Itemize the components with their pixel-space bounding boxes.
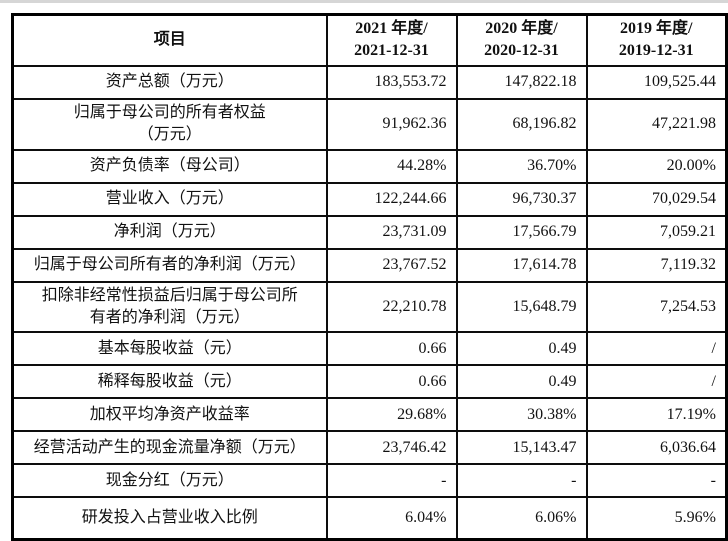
value-cell: 23,767.52 <box>325 247 458 283</box>
value-cell: 30.38% <box>455 397 588 433</box>
financial-summary-table: 项目 2021 年度/ 2021-12-31 2020 年度/ 2020-12-… <box>11 13 728 541</box>
value-cell: 22,210.78 <box>325 280 458 334</box>
row-label-cell: 加权平均净资产收益率 <box>11 397 328 433</box>
table-row: 研发投入占营业收入比例 6.04% 6.06% 5.96% <box>11 496 728 541</box>
value-cell: 5.96% <box>585 496 728 541</box>
value-cell: 23,746.42 <box>325 430 458 466</box>
header-row: 项目 2021 年度/ 2021-12-31 2020 年度/ 2020-12-… <box>11 13 728 67</box>
value-cell: 15,648.79 <box>455 280 588 334</box>
table-row: 稀释每股收益（元） 0.66 0.49 / <box>11 364 728 400</box>
table-row: 现金分红（万元） - - - <box>11 463 728 499</box>
value-cell: 0.66 <box>325 331 458 367</box>
value-cell: 20.00% <box>585 148 728 184</box>
value-cell: 44.28% <box>325 148 458 184</box>
value-cell: 6.06% <box>455 496 588 541</box>
table-row: 资产总额（万元） 183,553.72 147,822.18 109,525.4… <box>11 64 728 100</box>
row-label-cell: 营业收入（万元） <box>11 181 328 217</box>
table-row: 基本每股收益（元） 0.66 0.49 / <box>11 331 728 367</box>
header-period-2019: 2019 年度/ 2019-12-31 <box>585 13 728 67</box>
row-label-cell: 基本每股收益（元） <box>11 331 328 367</box>
value-cell: 7,254.53 <box>585 280 728 334</box>
value-cell: 7,059.21 <box>585 214 728 250</box>
table-row: 加权平均净资产收益率 29.68% 30.38% 17.19% <box>11 397 728 433</box>
row-label-cell: 资产总额（万元） <box>11 64 328 100</box>
value-cell: - <box>455 463 588 499</box>
value-cell: 96,730.37 <box>455 181 588 217</box>
value-cell: 7,119.32 <box>585 247 728 283</box>
row-label-cell: 归属于母公司的所有者权益 （万元） <box>11 97 328 151</box>
value-cell: - <box>585 463 728 499</box>
row-label-cell: 经营活动产生的现金流量净额（万元） <box>11 430 328 466</box>
value-cell: 6.04% <box>325 496 458 541</box>
row-label-cell: 净利润（万元） <box>11 214 328 250</box>
value-cell: 91,962.36 <box>325 97 458 151</box>
value-cell: 0.66 <box>325 364 458 400</box>
table-row: 净利润（万元） 23,731.09 17,566.79 7,059.21 <box>11 214 728 250</box>
value-cell: 15,143.47 <box>455 430 588 466</box>
value-cell: - <box>325 463 458 499</box>
value-cell: 36.70% <box>455 148 588 184</box>
value-cell: 17,614.78 <box>455 247 588 283</box>
page-top-edge <box>0 0 728 3</box>
row-label-cell: 研发投入占营业收入比例 <box>11 496 328 541</box>
value-cell: 109,525.44 <box>585 64 728 100</box>
table-row: 营业收入（万元） 122,244.66 96,730.37 70,029.54 <box>11 181 728 217</box>
value-cell: 70,029.54 <box>585 181 728 217</box>
row-label-cell: 稀释每股收益（元） <box>11 364 328 400</box>
value-cell: 29.68% <box>325 397 458 433</box>
table-header: 项目 2021 年度/ 2021-12-31 2020 年度/ 2020-12-… <box>11 13 728 67</box>
row-label-cell: 归属于母公司所有者的净利润（万元） <box>11 247 328 283</box>
value-cell: / <box>585 364 728 400</box>
value-cell: 6,036.64 <box>585 430 728 466</box>
value-cell: 183,553.72 <box>325 64 458 100</box>
table-row: 资产负债率（母公司） 44.28% 36.70% 20.00% <box>11 148 728 184</box>
value-cell: / <box>585 331 728 367</box>
table-row: 扣除非经常性损益后归属于母公司所 有者的净利润（万元） 22,210.78 15… <box>11 280 728 334</box>
value-cell: 0.49 <box>455 364 588 400</box>
row-label-cell: 资产负债率（母公司） <box>11 148 328 184</box>
row-label-cell: 扣除非经常性损益后归属于母公司所 有者的净利润（万元） <box>11 280 328 334</box>
table-row: 归属于母公司的所有者权益 （万元） 91,962.36 68,196.82 47… <box>11 97 728 151</box>
header-item-column: 项目 <box>11 13 328 67</box>
value-cell: 68,196.82 <box>455 97 588 151</box>
table-row: 归属于母公司所有者的净利润（万元） 23,767.52 17,614.78 7,… <box>11 247 728 283</box>
header-period-2021: 2021 年度/ 2021-12-31 <box>325 13 458 67</box>
value-cell: 0.49 <box>455 331 588 367</box>
value-cell: 17.19% <box>585 397 728 433</box>
value-cell: 23,731.09 <box>325 214 458 250</box>
header-period-2020: 2020 年度/ 2020-12-31 <box>455 13 588 67</box>
table-row: 经营活动产生的现金流量净额（万元） 23,746.42 15,143.47 6,… <box>11 430 728 466</box>
table-body: 资产总额（万元） 183,553.72 147,822.18 109,525.4… <box>11 64 728 541</box>
value-cell: 147,822.18 <box>455 64 588 100</box>
value-cell: 122,244.66 <box>325 181 458 217</box>
value-cell: 17,566.79 <box>455 214 588 250</box>
value-cell: 47,221.98 <box>585 97 728 151</box>
row-label-cell: 现金分红（万元） <box>11 463 328 499</box>
